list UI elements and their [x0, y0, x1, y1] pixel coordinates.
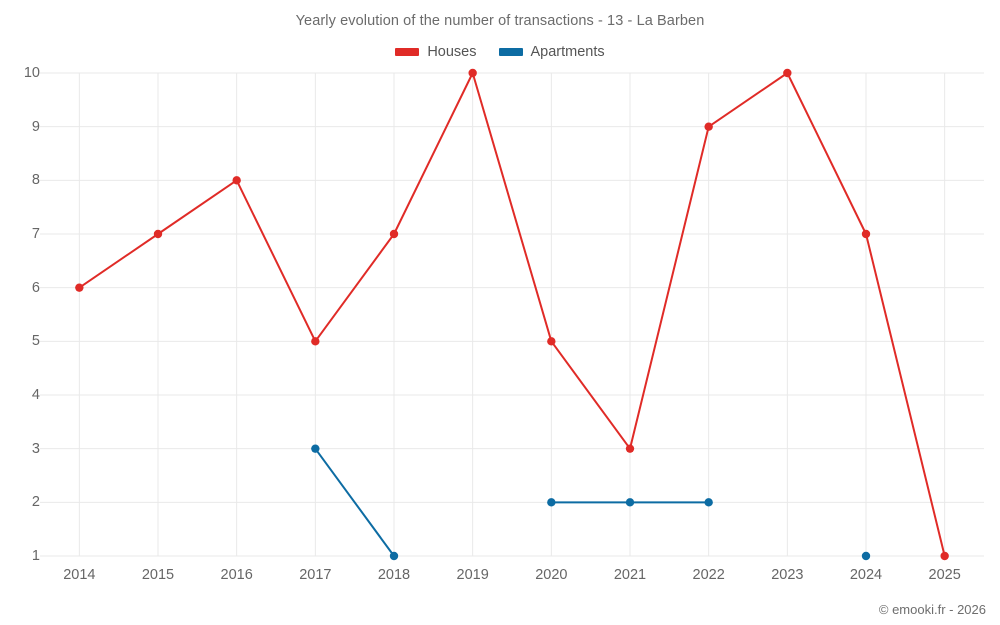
y-axis-tick-label: 10	[23, 65, 40, 81]
y-axis-tick-label: 4	[31, 387, 40, 403]
series-houses	[75, 68, 949, 561]
copyright-footer: © emooki.fr - 2026	[878, 602, 986, 617]
x-axis-tick-label: 2016	[220, 567, 253, 583]
x-axis-tick-label: 2018	[377, 567, 411, 583]
y-axis-tick-label: 5	[31, 333, 40, 350]
y-axis-tick-label: 8	[31, 172, 40, 189]
data-point[interactable]	[940, 551, 949, 561]
data-point[interactable]	[783, 68, 792, 78]
x-axis-tick-label: 2025	[928, 567, 961, 583]
data-point[interactable]	[625, 444, 635, 453]
x-axis-tick-label: 2015	[141, 567, 175, 583]
y-axis-tick-label: 7	[31, 226, 40, 242]
chart-legend: Houses Apartments	[0, 44, 1000, 60]
x-axis-tick-label: 2014	[63, 567, 96, 583]
legend-item-houses[interactable]: Houses	[395, 44, 477, 60]
data-point[interactable]	[389, 551, 399, 561]
data-point[interactable]	[232, 176, 241, 185]
x-axis-tick-label: 2017	[299, 567, 332, 583]
grid-lines	[40, 72, 984, 557]
y-axis-tick-label: 1	[31, 548, 40, 564]
x-axis-tick-label: 2020	[535, 567, 568, 583]
data-point[interactable]	[861, 229, 871, 239]
data-point[interactable]	[311, 337, 320, 346]
data-point[interactable]	[468, 68, 477, 78]
data-point[interactable]	[625, 498, 635, 507]
data-point[interactable]	[704, 498, 713, 507]
line-swatch-icon	[395, 48, 420, 56]
x-axis-tick-label: 2022	[692, 567, 725, 583]
x-axis-tick-label: 2023	[771, 567, 804, 583]
series-line	[78, 72, 946, 557]
chart-title: Yearly evolution of the number of transa…	[295, 13, 705, 29]
x-axis-tick-label: 2019	[456, 567, 489, 583]
y-axis-tick-labels: 1 2 3 4 5 6 7 8 9 10	[0, 0, 53, 625]
data-point[interactable]	[153, 229, 163, 239]
y-axis-tick-label: 9	[31, 118, 40, 135]
series-apartments	[311, 444, 871, 561]
y-axis-tick-label: 6	[31, 279, 40, 296]
data-point[interactable]	[861, 551, 871, 561]
data-point[interactable]	[389, 229, 399, 239]
y-axis-tick-label: 2	[31, 494, 40, 511]
series-line	[314, 447, 395, 557]
data-point[interactable]	[75, 283, 84, 292]
legend-item-label: Houses	[427, 44, 477, 60]
y-axis-tick-label: 3	[31, 440, 40, 457]
line-swatch-icon	[498, 48, 523, 56]
x-axis-tick-label: 2024	[849, 567, 883, 583]
data-point[interactable]	[547, 337, 556, 346]
data-point[interactable]	[704, 122, 713, 131]
data-point[interactable]	[547, 498, 556, 507]
legend-item-apartments[interactable]: Apartments	[498, 44, 605, 60]
x-axis-tick-label: 2021	[613, 567, 647, 583]
legend-item-label: Apartments	[530, 44, 605, 60]
data-point[interactable]	[311, 444, 320, 453]
